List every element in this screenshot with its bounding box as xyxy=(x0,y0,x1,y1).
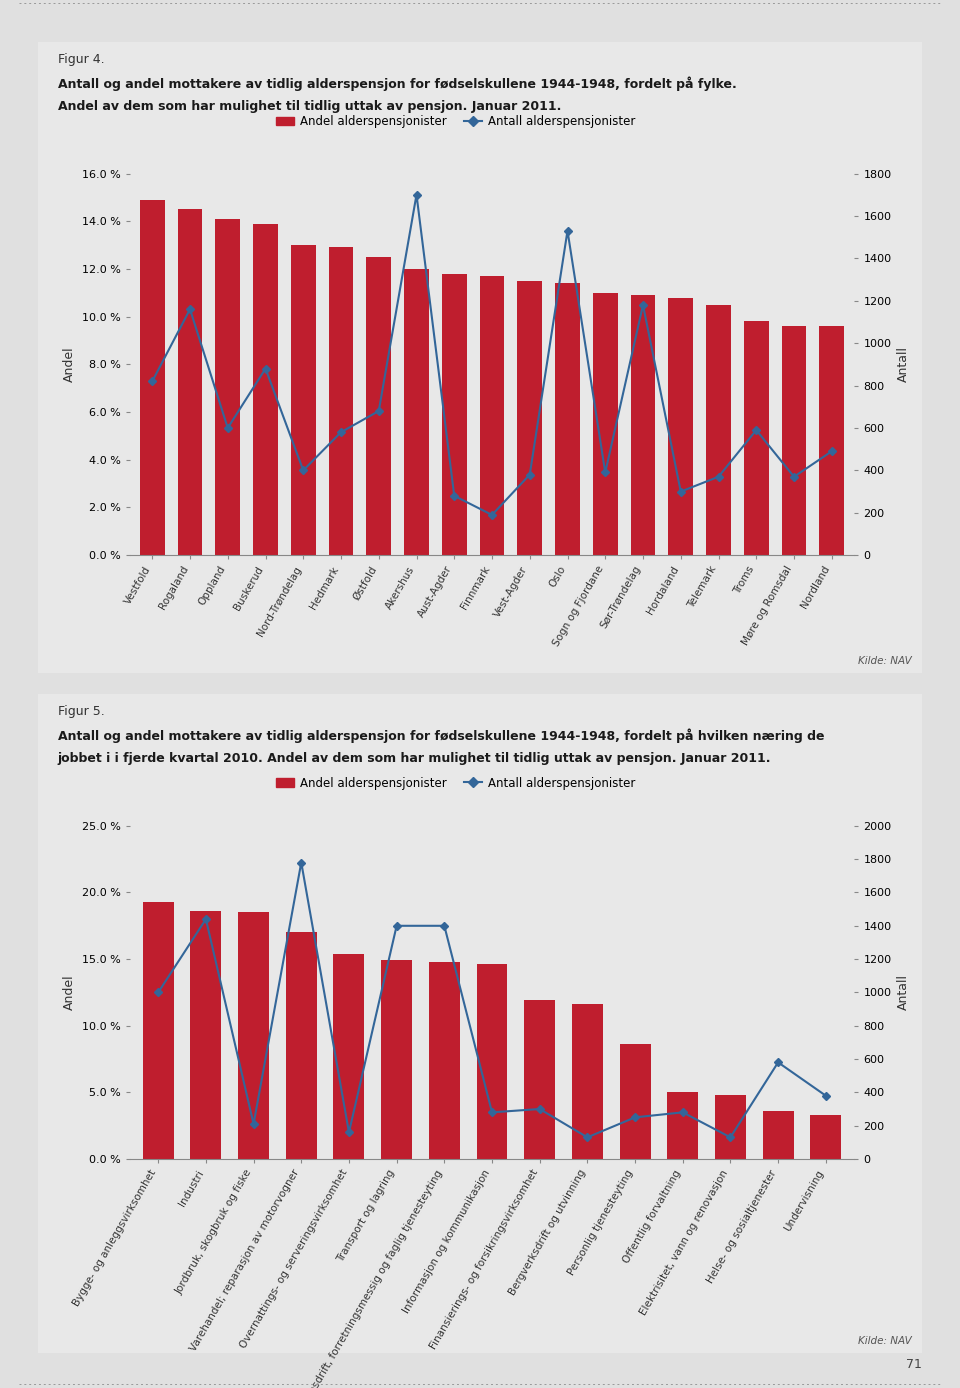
Bar xyxy=(190,911,222,1159)
Bar xyxy=(404,269,429,555)
Y-axis label: Antall: Antall xyxy=(897,974,910,1010)
Text: 71: 71 xyxy=(905,1359,922,1371)
Bar xyxy=(291,246,316,555)
Legend: Andel alderspensjonister, Antall alderspensjonister: Andel alderspensjonister, Antall aldersp… xyxy=(272,111,640,133)
Bar xyxy=(810,1115,841,1159)
Text: Antall og andel mottakere av tidlig alderspensjon for fødselskullene 1944-1948, : Antall og andel mottakere av tidlig alde… xyxy=(58,76,736,90)
Bar xyxy=(744,322,769,555)
Bar xyxy=(215,219,240,555)
Bar xyxy=(476,965,508,1159)
Bar xyxy=(381,960,412,1159)
Y-axis label: Andel: Andel xyxy=(63,347,76,382)
Bar xyxy=(286,933,317,1159)
Y-axis label: Antall: Antall xyxy=(897,347,910,382)
Text: Andel av dem som har mulighet til tidlig uttak av pensjon. Januar 2011.: Andel av dem som har mulighet til tidlig… xyxy=(58,100,561,112)
Bar xyxy=(555,283,580,555)
Bar xyxy=(781,326,806,555)
Bar xyxy=(178,210,203,555)
Bar xyxy=(429,962,460,1159)
Bar xyxy=(667,1092,698,1159)
Text: Figur 4.: Figur 4. xyxy=(58,53,105,65)
Bar xyxy=(593,293,617,555)
Bar xyxy=(517,280,542,555)
Legend: Andel alderspensjonister, Antall alderspensjonister: Andel alderspensjonister, Antall aldersp… xyxy=(272,772,640,794)
Text: Kilde: NAV: Kilde: NAV xyxy=(858,1337,912,1346)
Bar xyxy=(524,1001,555,1159)
Text: Kilde: NAV: Kilde: NAV xyxy=(858,657,912,666)
Bar xyxy=(442,273,467,555)
Text: jobbet i i fjerde kvartal 2010. Andel av dem som har mulighet til tidlig uttak a: jobbet i i fjerde kvartal 2010. Andel av… xyxy=(58,752,771,765)
Bar xyxy=(668,297,693,555)
Bar xyxy=(715,1095,746,1159)
Text: Antall og andel mottakere av tidlig alderspensjon for fødselskullene 1944-1948, : Antall og andel mottakere av tidlig alde… xyxy=(58,729,824,743)
Bar xyxy=(238,912,269,1159)
X-axis label: Fylke: Fylke xyxy=(476,725,508,737)
Bar xyxy=(572,1005,603,1159)
Bar xyxy=(333,954,365,1159)
Bar xyxy=(480,276,504,555)
Bar xyxy=(253,223,277,555)
Bar xyxy=(707,305,731,555)
Bar xyxy=(143,902,174,1159)
Bar xyxy=(367,257,391,555)
Bar xyxy=(619,1044,651,1159)
Bar xyxy=(820,326,844,555)
Bar xyxy=(328,247,353,555)
Text: Figur 5.: Figur 5. xyxy=(58,705,105,718)
Bar xyxy=(631,296,656,555)
Bar xyxy=(140,200,164,555)
Y-axis label: Andel: Andel xyxy=(63,974,76,1010)
Bar xyxy=(762,1110,794,1159)
